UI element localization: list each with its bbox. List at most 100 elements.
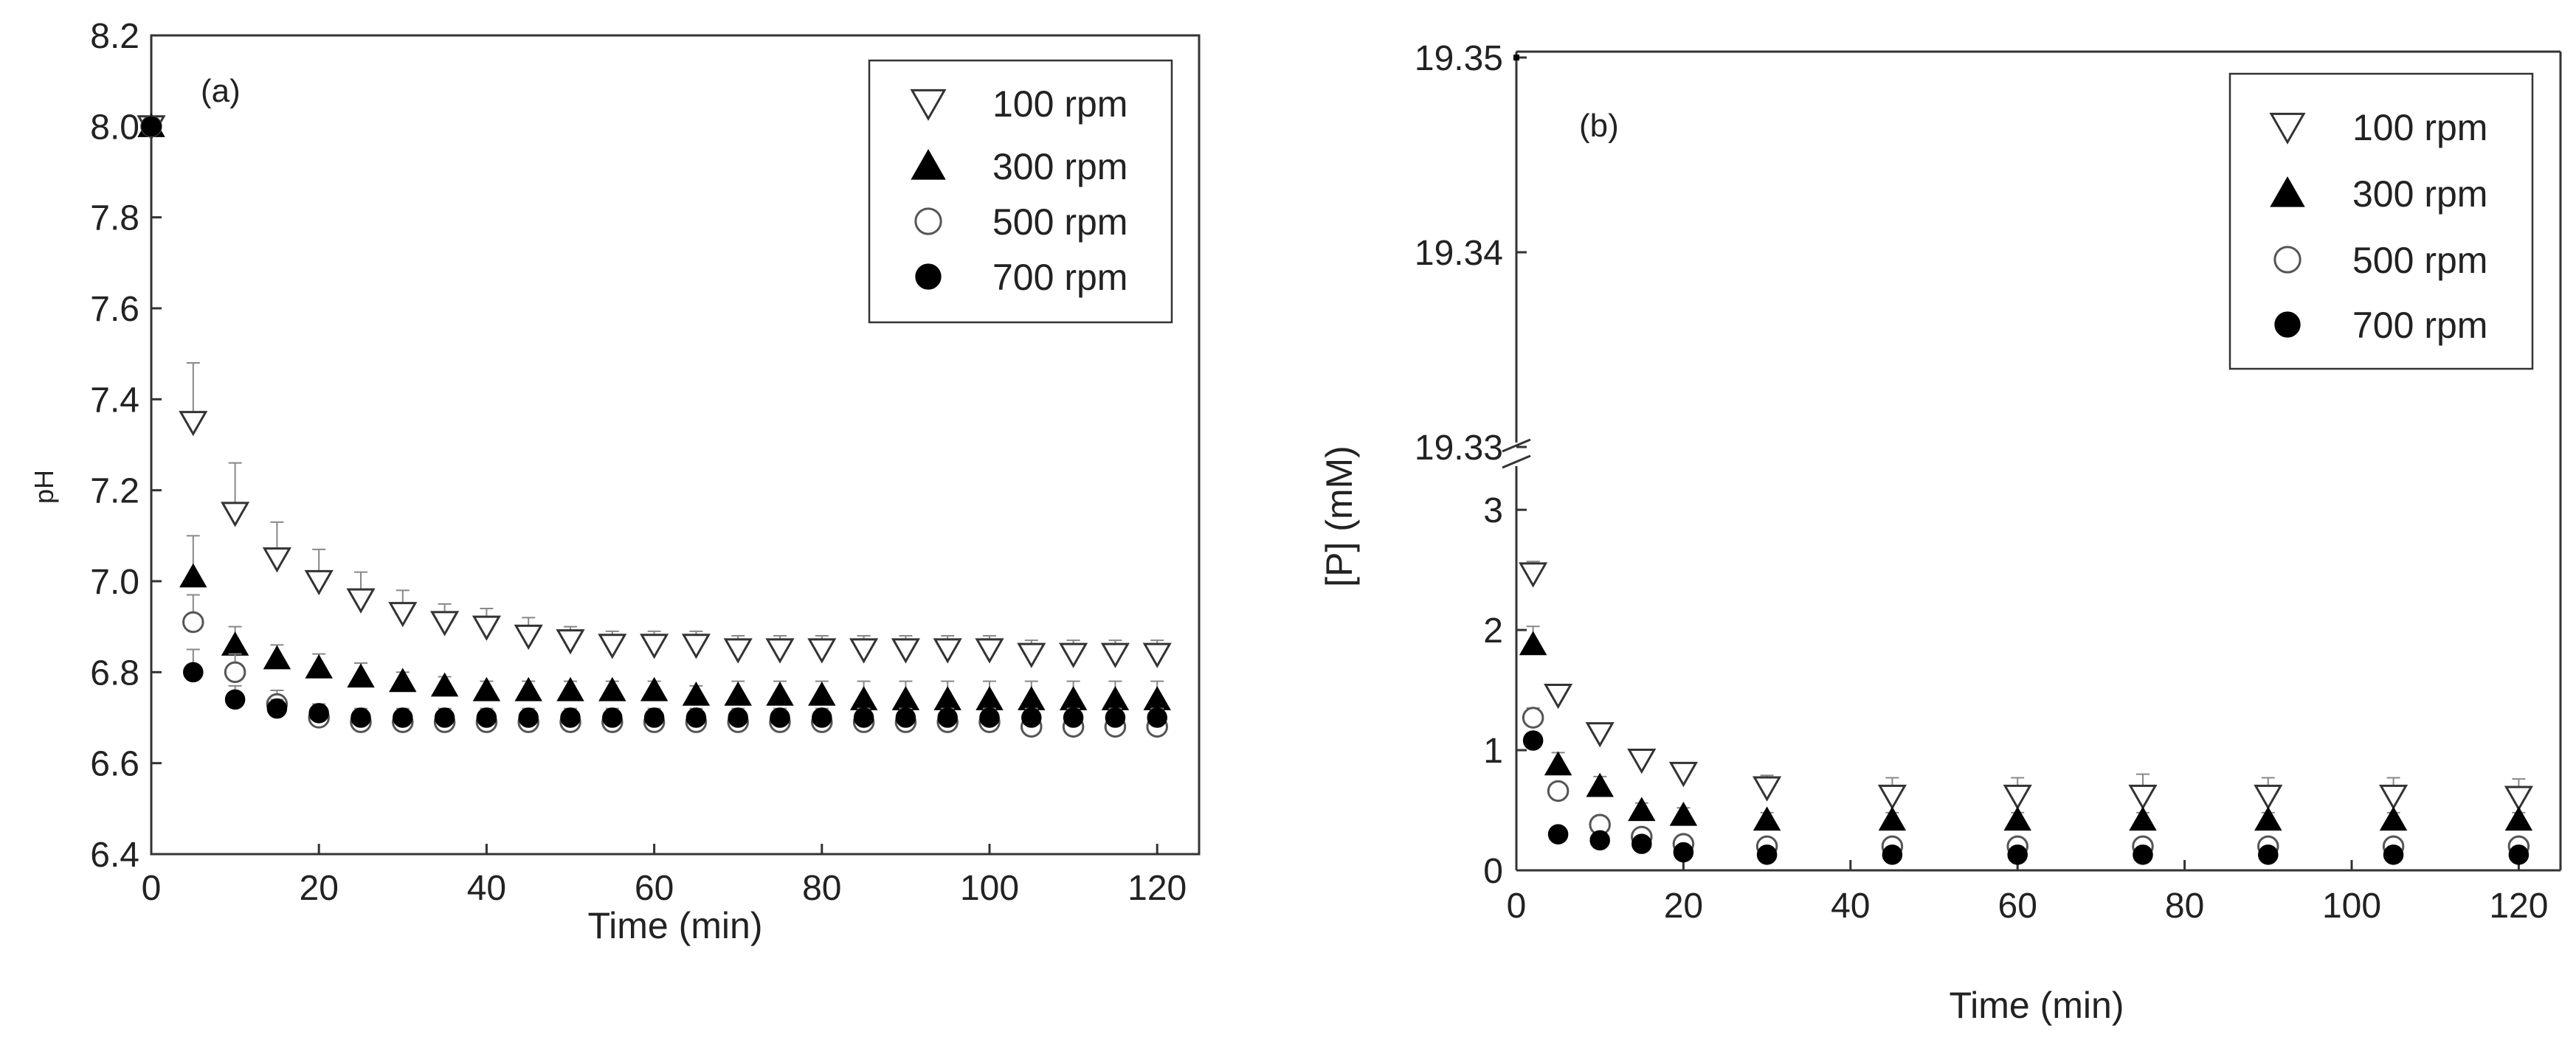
panel-a: 0 20 40 60 80 100 120 6.4 6.6 6.8 7.0 7.2 7.4 7.6 7.8… xyxy=(29,17,1201,946)
panel-b-points xyxy=(1513,55,2533,865)
panel-a-point-100rpm-t25 xyxy=(346,588,376,614)
panel-a-point-100rpm-t60 xyxy=(640,634,669,659)
panel-b-y-tick-label-0: 0 xyxy=(1483,852,1503,891)
panel-b-point-100rpm-t10 xyxy=(1585,722,1615,748)
panel-a-legend-label-100rpm: 100 rpm xyxy=(992,83,1128,125)
panel-b-legend-markers xyxy=(2269,112,2306,338)
panel-a-point-100rpm-t65 xyxy=(681,634,711,659)
panel-a-y-tick-label-70: 7.0 xyxy=(90,563,139,602)
panel-a-x-tick-label-40: 40 xyxy=(467,869,506,908)
panel-a-legend-marker-700rpm xyxy=(915,263,942,290)
panel-b-legend-marker-700rpm xyxy=(2274,311,2301,338)
panel-a-point-300rpm-t120 xyxy=(1143,686,1171,710)
panel-b-point-700rpm-t2 xyxy=(1522,730,1544,751)
panel-b-y-tick-label-1: 1 xyxy=(1483,732,1503,771)
panel-a-y-tick-label-66: 6.6 xyxy=(90,745,139,784)
panel-a-y-tick-label-68: 6.8 xyxy=(90,653,139,693)
panel-a-x-tick-label-20: 20 xyxy=(300,869,339,908)
panel-a-point-300rpm-t40 xyxy=(472,676,501,701)
panel-a-point-100rpm-t15 xyxy=(262,547,291,573)
panel-b-point-700rpm-t60 xyxy=(2007,845,2028,865)
panel-b-point-300rpm-t60 xyxy=(2003,806,2031,831)
panel-a-y-axis-title: pH xyxy=(29,470,59,504)
panel-b-point-100rpm-t20 xyxy=(1668,761,1698,788)
panel-a-point-700rpm-t40 xyxy=(476,707,497,728)
panel-b-x-tick-label-100: 100 xyxy=(2322,887,2381,926)
panel-b-point-300rpm-t90 xyxy=(2254,806,2282,831)
panel-b-point-100rpm-t45 xyxy=(1877,784,1907,811)
panel-a-legend-marker-500rpm xyxy=(914,207,942,235)
panel-b-y-tick-label-1934: 19.34 xyxy=(1415,234,1503,273)
panel-a-legend-marker-100rpm xyxy=(910,89,947,121)
panel-a-point-100rpm-t40 xyxy=(472,615,501,641)
panel-b-point-100rpm-t60 xyxy=(2003,784,2032,811)
panel-a-legend-marker-300rpm xyxy=(911,149,946,180)
panel-a-point-100rpm-t105 xyxy=(1017,642,1046,668)
panel-a-x-tick-label-0: 0 xyxy=(142,869,162,908)
panel-b-x-axis-title: Time (min) xyxy=(1949,985,2124,1026)
panel-a-point-100rpm-t75 xyxy=(765,638,795,664)
panel-b-series-100rpm xyxy=(1513,55,2533,811)
panel-a-point-100rpm-t35 xyxy=(430,611,460,637)
panel-a-point-300rpm-t5 xyxy=(179,563,207,588)
panel-a-point-700rpm-t100 xyxy=(979,707,1000,728)
panel-b-x-ticks: 0 20 40 60 80 100 120 xyxy=(1507,860,2548,926)
panel-a-point-300rpm-t45 xyxy=(514,676,542,701)
panel-b-y-tick-label-3: 3 xyxy=(1483,491,1503,530)
panel-a-point-700rpm-t60 xyxy=(643,707,665,728)
panel-b-point-300rpm-t10 xyxy=(1586,772,1614,797)
panel-b-legend-label-500rpm: 500 rpm xyxy=(2352,240,2487,281)
panel-a-y-tick-label-78: 7.8 xyxy=(90,199,139,238)
panel-a-point-100rpm-t110 xyxy=(1059,642,1088,668)
panel-b-legend-marker-100rpm xyxy=(2269,112,2306,145)
panel-a-point-700rpm-t10 xyxy=(224,689,246,710)
panel-b-point-100rpm-t30 xyxy=(1753,776,1782,802)
panel-b-y-tick-label-1935: 19.35 xyxy=(1415,39,1503,78)
panel-b-point-300rpm-t2 xyxy=(1519,631,1547,656)
panel-a-point-100rpm-t5 xyxy=(179,411,208,437)
panel-a-legend-markers xyxy=(910,89,947,290)
panel-a-point-100rpm-t120 xyxy=(1142,642,1172,668)
panel-a-point-100rpm-t90 xyxy=(891,638,920,664)
panel-a-y-tick-label-74: 7.4 xyxy=(90,381,139,420)
panel-b-point-700rpm-t45 xyxy=(1882,845,1903,865)
panel-a-point-700rpm-t20 xyxy=(308,703,329,724)
panel-a-point-100rpm-t115 xyxy=(1100,642,1130,668)
panel-b-x-tick-label-120: 120 xyxy=(2489,887,2548,926)
panel-a-frame xyxy=(150,34,1201,856)
panel-a-point-700rpm-t45 xyxy=(518,707,539,728)
panel-b-legend-marker-500rpm xyxy=(2273,246,2302,274)
panel-a-point-700rpm-t105 xyxy=(1021,707,1042,728)
panel-b-point-100rpm-t15 xyxy=(1627,748,1657,774)
panel-b-y-ticks: 0 1 2 3 19.33 19.34 19.35 xyxy=(1415,39,1527,891)
panel-b-point-500rpm-t5 xyxy=(1547,780,1570,802)
panel-a-point-300rpm-t115 xyxy=(1101,686,1130,710)
panel-a-point-700rpm-t115 xyxy=(1105,707,1126,728)
panel-a-point-300rpm-t55 xyxy=(598,676,626,701)
panel-a-point-300rpm-t20 xyxy=(305,654,333,679)
panel-a-point-100rpm-t50 xyxy=(556,629,585,655)
panel-a-point-300rpm-t10 xyxy=(221,631,249,656)
panel-b-axis-break-mark-1 xyxy=(1502,438,1531,453)
panel-b-axis-break xyxy=(1502,438,1531,469)
panel-a-point-700rpm-t85 xyxy=(853,707,874,728)
panel-a-y-tick-label-76: 7.6 xyxy=(90,290,139,329)
panel-a-point-700rpm-t50 xyxy=(560,707,581,728)
panel-a-point-300rpm-t110 xyxy=(1059,686,1088,710)
panel-b-point-300rpm-t120 xyxy=(2504,806,2533,831)
panel-b-y-tick-label-1933: 19.33 xyxy=(1415,429,1503,468)
panel-b-point-700rpm-t20 xyxy=(1673,842,1694,863)
panel-a-point-300rpm-t35 xyxy=(430,672,459,697)
panel-a-point-300rpm-t90 xyxy=(891,686,920,710)
panel-a-point-700rpm-t95 xyxy=(937,707,958,728)
panel-b-legend-marker-300rpm xyxy=(2270,176,2305,207)
panel-b-label: (b) xyxy=(1579,108,1619,144)
panel-a-x-tick-label-100: 100 xyxy=(960,869,1019,908)
panel-b-point-300rpm-t30 xyxy=(1753,806,1781,831)
panel-a-x-ticks: 0 20 40 60 80 100 120 xyxy=(142,844,1187,908)
panel-a-point-300rpm-t100 xyxy=(976,686,1004,710)
panel-a-point-700rpm-t15 xyxy=(266,698,288,719)
